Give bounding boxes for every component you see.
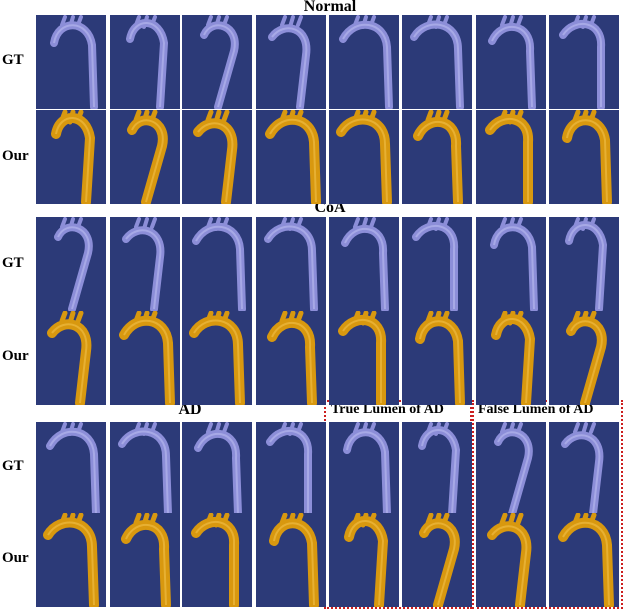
row-label-coa-our: Our: [2, 348, 34, 365]
ad-our-render-1: [36, 513, 106, 607]
normal-our-render-8: [549, 110, 619, 204]
ad-our-render-3: [182, 513, 252, 607]
coa-our-render-4: [256, 311, 326, 405]
ad-gt-render-6: [402, 422, 472, 516]
ad-our-render-8: [549, 513, 619, 607]
ad-our-render-4: [256, 513, 326, 607]
row-label-ad-our: Our: [2, 550, 34, 567]
coa-our-render-8: [549, 311, 619, 405]
coa-our-render-3: [182, 311, 252, 405]
coa-our-render-6: [402, 311, 472, 405]
row-label-ad-gt: GT: [2, 458, 34, 475]
normal-our-render-4: [256, 110, 326, 204]
coa-gt-render-8: [549, 217, 619, 311]
normal-gt-render-7: [476, 15, 546, 109]
row-label-normal-our: Our: [2, 148, 34, 165]
coa-our-render-5: [329, 311, 399, 405]
normal-our-render-6: [402, 110, 472, 204]
coa-gt-render-5: [329, 217, 399, 311]
ad-our-render-6: [402, 513, 472, 607]
coa-our-render-7: [476, 311, 546, 405]
normal-our-render-1: [36, 110, 106, 204]
normal-gt-render-8: [549, 15, 619, 109]
coa-our-render-1: [36, 311, 106, 405]
ad-our-render-7: [476, 513, 546, 607]
coa-gt-render-3: [182, 217, 252, 311]
normal-gt-render-3: [182, 15, 252, 109]
normal-our-render-7: [476, 110, 546, 204]
coa-gt-render-4: [256, 217, 326, 311]
coa-gt-render-1: [36, 217, 106, 311]
ad-our-render-2: [110, 513, 180, 607]
normal-our-render-2: [110, 110, 180, 204]
normal-gt-render-5: [329, 15, 399, 109]
ad-gt-render-8: [549, 422, 619, 516]
row-label-normal-gt: GT: [2, 52, 34, 69]
section-title-normal: Normal: [290, 0, 370, 16]
ad-gt-render-4: [256, 422, 326, 516]
coa-gt-render-2: [110, 217, 180, 311]
ad-gt-render-7: [476, 422, 546, 516]
coa-our-render-2: [110, 311, 180, 405]
normal-our-render-3: [182, 110, 252, 204]
normal-gt-render-2: [110, 15, 180, 109]
coa-gt-render-6: [402, 217, 472, 311]
ad-gt-render-2: [110, 422, 180, 516]
coa-gt-render-7: [476, 217, 546, 311]
ad-our-render-5: [329, 513, 399, 607]
row-label-coa-gt: GT: [2, 255, 34, 272]
normal-gt-render-6: [402, 15, 472, 109]
normal-our-render-5: [329, 110, 399, 204]
ad-gt-render-1: [36, 422, 106, 516]
normal-gt-render-4: [256, 15, 326, 109]
ad-gt-render-3: [182, 422, 252, 516]
normal-gt-render-1: [36, 15, 106, 109]
ad-gt-render-5: [329, 422, 399, 516]
